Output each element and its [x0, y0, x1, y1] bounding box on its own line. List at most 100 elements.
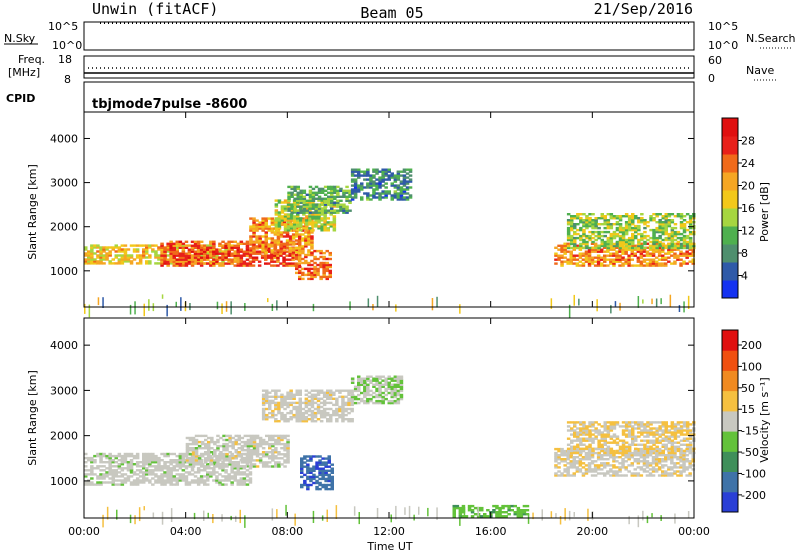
velocity-cell-band-1: [210, 457, 214, 459]
velocity-cell-band-1: [225, 439, 229, 441]
power-cell-band-8: [567, 227, 571, 229]
velocity-cell-band-0: [230, 471, 234, 473]
velocity-cell-band-0: [182, 477, 186, 479]
velocity-cell-band-7: [567, 438, 571, 440]
velocity-cell-band-7: [622, 421, 626, 423]
velocity-cell-band-0: [160, 477, 164, 479]
power-cell-band-2: [301, 233, 305, 235]
velocity-cell-band-0: [160, 483, 164, 485]
velocity-cell-band-0: [169, 453, 173, 455]
power-cell-band-8: [655, 245, 659, 247]
velocity-cell-band-0: [136, 469, 140, 471]
velocity-cell-band-6: [661, 470, 665, 472]
velocity-cell-band-2: [318, 474, 322, 476]
velocity-cell-band-0: [102, 455, 106, 457]
power-cell-band-7: [685, 251, 689, 253]
velocity-cell-band-7: [631, 427, 635, 429]
velocity-cell-band-0: [166, 453, 170, 455]
power-cell-band-0: [115, 250, 119, 252]
power-cell-band-3: [287, 225, 291, 227]
velocity-cell-band-7: [567, 425, 571, 427]
velocity-cell-band-0: [96, 477, 100, 479]
velocity-cell-band-0: [136, 473, 140, 475]
velocity-cell-band-7: [567, 450, 571, 452]
power-cell-band-8: [619, 215, 623, 217]
velocity-cell-band-0: [188, 471, 192, 473]
power-cell-band-6: [369, 174, 373, 176]
power-cell-band-0: [127, 248, 131, 250]
velocity-cell-band-1: [210, 437, 214, 439]
power-cell-band-1: [258, 261, 262, 263]
velocity-cell-band-6: [573, 472, 577, 474]
velocity-cell-band-6: [670, 466, 674, 468]
velocity-cell-band-7: [652, 421, 656, 423]
velocity-cell-band-2: [315, 476, 319, 478]
velocity-cell-band-0: [203, 483, 207, 485]
power-cell-band-5: [333, 186, 337, 188]
power-cell-band-7: [670, 262, 674, 264]
velocity-cell-band-0: [96, 481, 100, 483]
velocity-cell-band-1: [189, 459, 193, 461]
velocity-cell-band-2: [315, 464, 319, 466]
power-cell-band-6: [372, 174, 376, 176]
velocity-cell-band-0: [108, 465, 112, 467]
power-cell-band-1: [224, 243, 228, 245]
velocity-cell-band-1: [259, 453, 263, 455]
power-cell-band-7: [655, 261, 659, 263]
power-cell-band-5: [287, 204, 291, 206]
velocity-cell-band-3: [299, 398, 303, 400]
freq-label-1: Freq.: [18, 53, 45, 66]
velocity-cell-band-4: [378, 400, 382, 402]
power-cell-band-7: [576, 255, 580, 257]
velocity-cell-band-3: [311, 410, 315, 412]
power-cell-band-2: [310, 235, 314, 237]
velocity-cell-band-2: [324, 480, 328, 482]
power-cell-band-4: [329, 258, 333, 260]
velocity-cell-band-0: [218, 479, 222, 481]
velocity-cell-band-1: [244, 465, 248, 467]
velocity-cell-band-1: [274, 465, 278, 467]
power-cell-band-8: [579, 213, 583, 215]
velocity-cell-band-3: [320, 398, 324, 400]
power-cell-band-8: [610, 223, 614, 225]
velocity-cell-band-5: [471, 509, 475, 511]
velocity-cell-band-2: [331, 468, 335, 470]
velocity-cell-band-0: [99, 459, 103, 461]
power-cell-band-0: [142, 248, 146, 250]
power-cell-band-0: [133, 248, 137, 250]
velocity-cell-band-3: [332, 404, 336, 406]
velocity-cell-band-2: [312, 455, 316, 457]
velocity-cell-band-4: [384, 398, 388, 400]
velocity-cell-band-0: [115, 471, 119, 473]
velocity-cell-band-0: [105, 461, 109, 463]
velocity-cell-band-1: [189, 443, 193, 445]
velocity-cell-band-0: [163, 455, 167, 457]
velocity-cell-band-3: [296, 402, 300, 404]
velocity-cell-band-4: [394, 384, 398, 386]
power-cell-band-1: [191, 245, 195, 247]
velocity-cell-band-3: [286, 394, 290, 396]
velocity-cell-band-7: [601, 438, 605, 440]
velocity-cell-band-1: [265, 441, 269, 443]
power-cell-band-1: [255, 257, 258, 259]
velocity-cell-band-2: [300, 470, 304, 472]
power-cell-band-7: [579, 261, 583, 263]
velocity-cell-band-7: [576, 444, 580, 446]
velocity-cell-band-3: [277, 410, 281, 412]
velocity-cell-band-6: [563, 454, 567, 456]
power-cell-band-2: [271, 227, 275, 229]
power-cell-band-7: [582, 262, 586, 264]
velocity-cell-band-1: [198, 457, 202, 459]
power-cell-band-2: [286, 231, 290, 233]
velocity-cell-band-1: [216, 439, 220, 441]
velocity-cell-band-0: [160, 473, 164, 475]
velocity-cell-band-6: [646, 464, 650, 466]
velocity-cell-band-3: [280, 416, 284, 418]
power-cell-band-8: [591, 247, 595, 249]
velocity-cell-band-6: [655, 454, 659, 456]
velocity-cell-band-7: [576, 421, 580, 423]
velocity-cell-band-7: [567, 444, 571, 446]
velocity-cell-band-6: [560, 454, 564, 456]
velocity-cell-band-1: [219, 457, 223, 459]
velocity-cell-band-7: [582, 444, 586, 446]
